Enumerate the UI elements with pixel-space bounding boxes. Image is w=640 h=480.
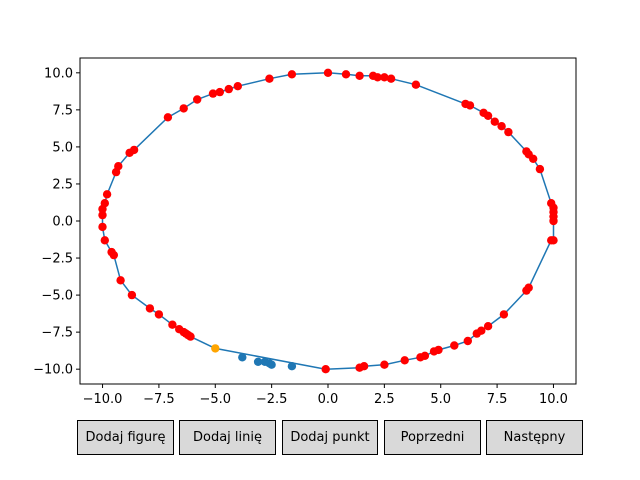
data-point <box>215 87 224 97</box>
x-tick-label: 5.0 <box>430 392 451 407</box>
data-point <box>497 122 506 131</box>
y-tick-label: 0.0 <box>52 215 73 230</box>
data-point <box>287 70 297 79</box>
data-point <box>233 82 242 91</box>
data-point <box>472 329 481 338</box>
data-point <box>208 89 218 98</box>
data-point <box>186 332 195 341</box>
data-point <box>98 204 107 214</box>
add-figure-button[interactable]: Dodaj figurę <box>77 420 174 455</box>
y-tick-label: 10.0 <box>44 66 73 81</box>
data-point <box>355 71 364 81</box>
x-tick-label: −5.0 <box>199 392 231 407</box>
data-point <box>109 250 119 260</box>
data-point <box>224 84 233 94</box>
next-button[interactable]: Następny <box>486 420 583 455</box>
data-point <box>463 336 472 346</box>
data-point <box>450 341 459 350</box>
x-tick-label: 7.5 <box>487 392 508 407</box>
data-point <box>483 322 493 331</box>
pending-point <box>238 353 247 362</box>
x-tick-label: 0.0 <box>318 392 339 407</box>
y-axis: −10.0 −7.5 −5.0 −2.5 0.0 2.5 5.0 7.5 10.0 <box>33 66 80 378</box>
data-point <box>380 73 389 82</box>
data-point <box>499 310 509 319</box>
x-tick-label: −7.5 <box>143 392 175 407</box>
outline-line-0 <box>215 72 555 370</box>
current-point <box>211 344 220 353</box>
data-point <box>193 95 202 104</box>
data-point <box>504 127 513 137</box>
data-point <box>547 236 556 245</box>
data-point <box>373 73 382 82</box>
data-point <box>483 111 493 121</box>
axes-frame <box>79 57 577 385</box>
data-point <box>168 320 177 329</box>
data-point <box>355 363 364 372</box>
y-tick-label: −5.0 <box>41 289 73 304</box>
y-tick-label: −7.5 <box>41 326 73 341</box>
scatter-plot: −10.0 −7.5 −5.0 −2.5 0.0 2.5 5.0 7.5 10.0 −10.0−… <box>33 57 577 407</box>
y-tick-label: 5.0 <box>52 140 73 155</box>
data-point <box>111 167 121 177</box>
add-line-button[interactable]: Dodaj linię <box>179 420 276 455</box>
data-point <box>416 353 425 362</box>
data-point <box>400 356 409 365</box>
data-point <box>102 190 112 199</box>
data-point <box>549 216 558 226</box>
x-tick-label: 2.5 <box>374 392 395 407</box>
x-tick-label: −2.5 <box>256 392 288 407</box>
pending-point <box>267 360 276 369</box>
data-point <box>321 365 330 374</box>
data-point <box>323 68 333 78</box>
y-tick-label: −10.0 <box>33 363 73 378</box>
data-point <box>116 276 125 285</box>
pending-point <box>287 362 297 371</box>
data-point <box>386 74 396 83</box>
data-point <box>429 347 439 356</box>
data-point <box>465 101 475 110</box>
y-tick-label: 7.5 <box>52 103 73 118</box>
data-point <box>411 80 421 89</box>
outline-line-1 <box>101 72 329 350</box>
data-point <box>179 104 188 113</box>
y-tick-label: 2.5 <box>52 177 73 192</box>
data-point <box>535 164 545 174</box>
data-point <box>98 222 107 232</box>
data-point <box>125 148 134 157</box>
y-tick-label: −2.5 <box>41 252 73 267</box>
data-point <box>145 304 155 313</box>
x-tick-label: −10.0 <box>83 392 123 407</box>
data-point <box>154 310 164 319</box>
data-point <box>522 286 531 295</box>
data-point <box>380 360 389 369</box>
x-axis: −10.0 −7.5 −5.0 −2.5 0.0 2.5 5.0 7.5 10.0 <box>83 384 568 407</box>
data-point <box>490 117 499 126</box>
data-point <box>163 113 173 122</box>
data-point <box>100 236 110 245</box>
x-tick-label: 10.0 <box>539 392 568 407</box>
data-point <box>529 154 538 163</box>
pending-point <box>253 357 263 366</box>
add-point-button[interactable]: Dodaj punkt <box>282 420 378 455</box>
data-point <box>127 290 137 300</box>
data-point <box>265 74 274 83</box>
button-bar: Dodaj figurę Dodaj linię Dodaj punkt Pop… <box>0 420 640 457</box>
data-point <box>98 210 107 220</box>
previous-button[interactable]: Poprzedni <box>384 420 481 455</box>
data-point <box>341 70 351 79</box>
